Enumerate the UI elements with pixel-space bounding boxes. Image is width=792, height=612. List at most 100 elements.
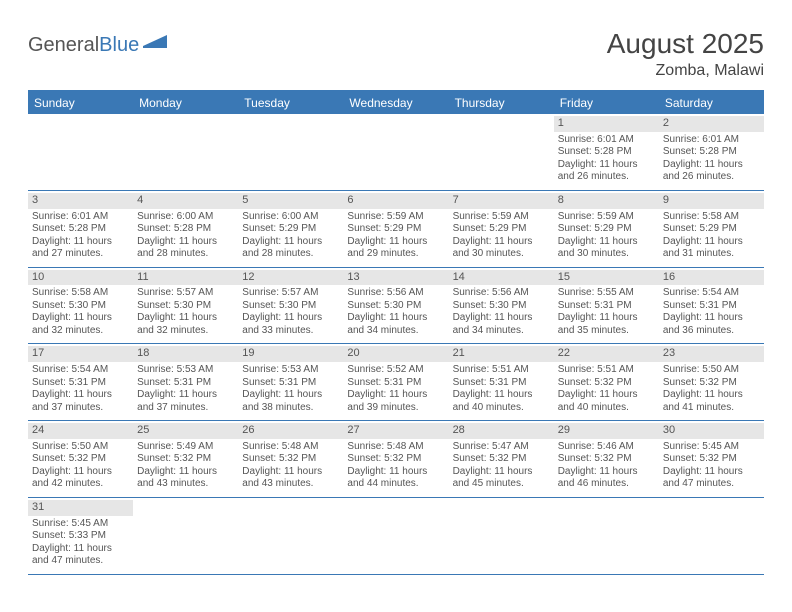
day-cell-empty [554, 498, 659, 574]
daylight-text: Daylight: 11 hours and 37 minutes. [32, 389, 129, 414]
sunset-text: Sunset: 5:32 PM [137, 453, 234, 466]
daylight-text: Daylight: 11 hours and 27 minutes. [32, 236, 129, 261]
day-cell: 17Sunrise: 5:54 AMSunset: 5:31 PMDayligh… [28, 344, 133, 420]
sunset-text: Sunset: 5:28 PM [663, 146, 760, 159]
day-cell-empty [449, 114, 554, 190]
day-number: 14 [449, 270, 554, 286]
sunrise-text: Sunrise: 5:50 AM [663, 364, 760, 377]
day-number: 18 [133, 346, 238, 362]
sunrise-text: Sunrise: 5:46 AM [558, 441, 655, 454]
day-cell: 23Sunrise: 5:50 AMSunset: 5:32 PMDayligh… [659, 344, 764, 420]
sunset-text: Sunset: 5:31 PM [242, 377, 339, 390]
sunset-text: Sunset: 5:32 PM [242, 453, 339, 466]
day-cell: 1Sunrise: 6:01 AMSunset: 5:28 PMDaylight… [554, 114, 659, 190]
sunset-text: Sunset: 5:33 PM [32, 530, 129, 543]
day-cell-empty [238, 498, 343, 574]
day-cell: 12Sunrise: 5:57 AMSunset: 5:30 PMDayligh… [238, 268, 343, 344]
sunrise-text: Sunrise: 5:59 AM [347, 211, 444, 224]
sunset-text: Sunset: 5:31 PM [453, 377, 550, 390]
sunset-text: Sunset: 5:30 PM [242, 300, 339, 313]
month-title: August 2025 [607, 28, 764, 60]
day-cell: 18Sunrise: 5:53 AMSunset: 5:31 PMDayligh… [133, 344, 238, 420]
day-cell: 9Sunrise: 5:58 AMSunset: 5:29 PMDaylight… [659, 191, 764, 267]
sunrise-text: Sunrise: 5:57 AM [242, 287, 339, 300]
week-row: 1 Sunrise: 6:01 AMSunset: 5:28 PMDaylight… [28, 114, 764, 191]
week-row: 10Sunrise: 5:58 AMSunset: 5:30 PMDayligh… [28, 268, 764, 345]
daylight-text: Daylight: 11 hours and 37 minutes. [137, 389, 234, 414]
daylight-text: Daylight: 11 hours and 26 minutes. [663, 159, 760, 184]
day-number: 26 [238, 423, 343, 439]
weekday-header: Friday [554, 92, 659, 114]
sunset-text: Sunset: 5:32 PM [663, 377, 760, 390]
sunrise-text: Sunrise: 5:54 AM [663, 287, 760, 300]
daylight-text: Daylight: 11 hours and 34 minutes. [347, 312, 444, 337]
day-number: 20 [343, 346, 448, 362]
sunrise-text: Sunrise: 5:51 AM [453, 364, 550, 377]
weekday-header: Monday [133, 92, 238, 114]
day-number: 17 [28, 346, 133, 362]
sunrise-text: Sunrise: 5:45 AM [32, 518, 129, 531]
day-cell: 27Sunrise: 5:48 AMSunset: 5:32 PMDayligh… [343, 421, 448, 497]
daylight-text: Daylight: 11 hours and 43 minutes. [137, 466, 234, 491]
sunset-text: Sunset: 5:32 PM [453, 453, 550, 466]
week-row: 31Sunrise: 5:45 AMSunset: 5:33 PMDayligh… [28, 498, 764, 575]
day-cell: 31Sunrise: 5:45 AMSunset: 5:33 PMDayligh… [28, 498, 133, 574]
day-cell: 26 Sunrise: 5:48 AMSunset: 5:32 PMDayligh… [238, 421, 343, 497]
day-cell: 19Sunrise: 5:53 AMSunset: 5:31 PMDayligh… [238, 344, 343, 420]
sunrise-text: Sunrise: 6:01 AM [32, 211, 129, 224]
weekday-header: Wednesday [343, 92, 448, 114]
day-number: 2 [659, 116, 764, 132]
day-number: 9 [659, 193, 764, 209]
sunset-text: Sunset: 5:32 PM [32, 453, 129, 466]
day-number: 1 [554, 116, 659, 132]
day-cell-empty [238, 114, 343, 190]
daylight-text: Daylight: 11 hours and 40 minutes. [558, 389, 655, 414]
sunrise-text: Sunrise: 5:48 AM [347, 441, 444, 454]
weekday-header: Sunday [28, 92, 133, 114]
day-number: 24 [28, 423, 133, 439]
sunrise-text: Sunrise: 5:51 AM [558, 364, 655, 377]
sunrise-text: Sunrise: 6:00 AM [137, 211, 234, 224]
sunset-text: Sunset: 5:31 PM [137, 377, 234, 390]
day-cell: 20Sunrise: 5:52 AMSunset: 5:31 PMDayligh… [343, 344, 448, 420]
sunrise-text: Sunrise: 5:48 AM [242, 441, 339, 454]
day-cell: 14Sunrise: 5:56 AMSunset: 5:30 PMDayligh… [449, 268, 554, 344]
day-number: 22 [554, 346, 659, 362]
sunset-text: Sunset: 5:32 PM [663, 453, 760, 466]
logo-text-general: General [28, 34, 99, 57]
day-cell: 5Sunrise: 6:00 AMSunset: 5:29 PMDaylight… [238, 191, 343, 267]
sunrise-text: Sunrise: 5:58 AM [663, 211, 760, 224]
sunrise-text: Sunrise: 5:53 AM [242, 364, 339, 377]
daylight-text: Daylight: 11 hours and 32 minutes. [137, 312, 234, 337]
daylight-text: Daylight: 11 hours and 47 minutes. [663, 466, 760, 491]
day-number: 16 [659, 270, 764, 286]
day-cell: 28Sunrise: 5:47 AMSunset: 5:32 PMDayligh… [449, 421, 554, 497]
day-number: 31 [28, 500, 133, 516]
week-row: 3Sunrise: 6:01 AMSunset: 5:28 PMDaylight… [28, 191, 764, 268]
daylight-text: Daylight: 11 hours and 43 minutes. [242, 466, 339, 491]
sunrise-text: Sunrise: 5:58 AM [32, 287, 129, 300]
day-number: 11 [133, 270, 238, 286]
day-cell: 21Sunrise: 5:51 AMSunset: 5:31 PMDayligh… [449, 344, 554, 420]
page-header: GeneralBlue August 2025 Zomba, Malawi [28, 28, 764, 80]
day-cell: 8Sunrise: 5:59 AMSunset: 5:29 PMDaylight… [554, 191, 659, 267]
sunset-text: Sunset: 5:31 PM [558, 300, 655, 313]
day-cell-empty [343, 114, 448, 190]
sunrise-text: Sunrise: 6:01 AM [663, 134, 760, 147]
day-number: 23 [659, 346, 764, 362]
daylight-text: Daylight: 11 hours and 28 minutes. [242, 236, 339, 261]
daylight-text: Daylight: 11 hours and 35 minutes. [558, 312, 655, 337]
logo-text-blue: Blue [99, 34, 139, 57]
day-cell: 7Sunrise: 5:59 AMSunset: 5:29 PMDaylight… [449, 191, 554, 267]
week-row: 24Sunrise: 5:50 AMSunset: 5:32 PMDayligh… [28, 421, 764, 498]
day-cell: 16Sunrise: 5:54 AMSunset: 5:31 PMDayligh… [659, 268, 764, 344]
week-row: 17Sunrise: 5:54 AMSunset: 5:31 PMDayligh… [28, 344, 764, 421]
daylight-text: Daylight: 11 hours and 45 minutes. [453, 466, 550, 491]
day-cell: 25Sunrise: 5:49 AMSunset: 5:32 PMDayligh… [133, 421, 238, 497]
day-number: 29 [554, 423, 659, 439]
day-cell-empty [133, 498, 238, 574]
day-cell: 13Sunrise: 5:56 AMSunset: 5:30 PMDayligh… [343, 268, 448, 344]
daylight-text: Daylight: 11 hours and 46 minutes. [558, 466, 655, 491]
sunrise-text: Sunrise: 6:00 AM [242, 211, 339, 224]
day-number: 28 [449, 423, 554, 439]
